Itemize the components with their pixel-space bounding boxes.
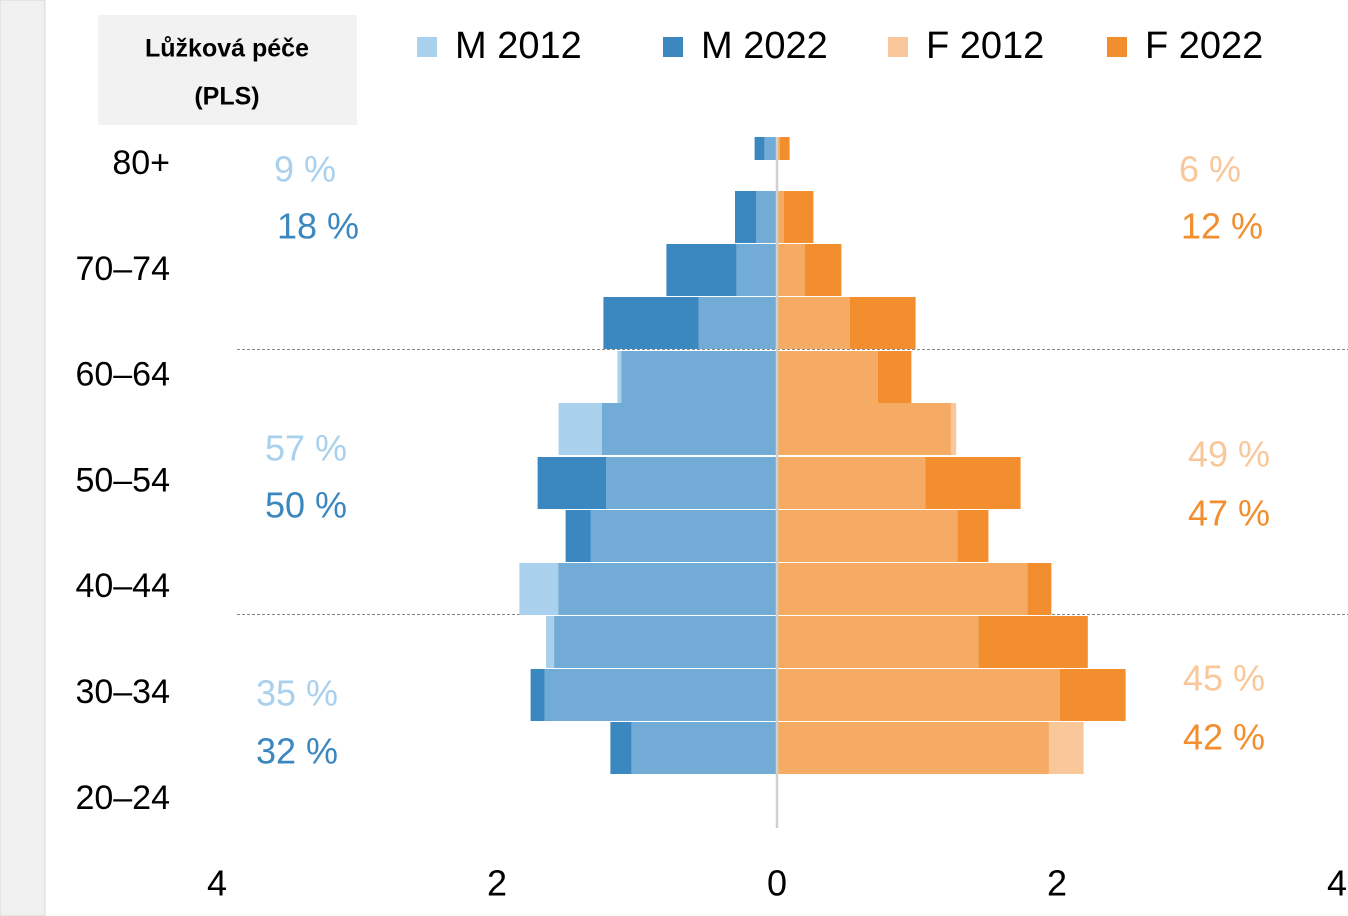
x-tick-label: 4 [207, 863, 227, 904]
bar-overlap [777, 403, 951, 455]
annotation: 49 % [1188, 434, 1270, 475]
bar-overlap [736, 244, 777, 296]
y-tick-label: 80+ [112, 144, 170, 182]
bar-overlap [558, 563, 777, 615]
y-tick-label: 20–24 [75, 779, 170, 817]
bar-overlap [602, 403, 777, 455]
y-tick-label: 30–34 [75, 673, 170, 711]
bar-overlap [777, 616, 979, 668]
legend-swatch [888, 37, 908, 57]
bar-overlap [777, 722, 1049, 774]
bar-overlap [554, 616, 777, 668]
annotation: 18 % [277, 206, 359, 247]
annotation: 9 % [274, 149, 336, 190]
annotation: 57 % [265, 428, 347, 469]
x-tick-label: 4 [1327, 863, 1347, 904]
y-tick-label: 70–74 [75, 250, 170, 288]
x-tick-label: 0 [767, 863, 787, 904]
legend-label: M 2012 [455, 25, 582, 67]
bar-overlap [777, 510, 958, 562]
bar-overlap [631, 722, 777, 774]
bar-overlap [698, 297, 777, 349]
bar-overlap [606, 457, 777, 509]
bar-overlap [777, 351, 878, 403]
chart-title: Lůžková péče [145, 35, 309, 63]
bar-overlap [764, 137, 777, 160]
bar-overlap [621, 351, 777, 403]
annotation: 35 % [256, 673, 338, 714]
bar-overlap [777, 137, 780, 160]
y-tick-label: 50–54 [75, 461, 170, 499]
annotation: 42 % [1183, 717, 1265, 758]
chart-title: (PLS) [194, 83, 259, 111]
legend-swatch [663, 37, 683, 57]
y-tick-label: 40–44 [75, 567, 170, 605]
bar-overlap [544, 669, 777, 721]
bar-overlap [756, 191, 777, 243]
legend-label: F 2012 [926, 25, 1044, 67]
bar-overlap [777, 191, 784, 243]
annotation: 45 % [1183, 658, 1265, 699]
annotation: 32 % [256, 731, 338, 772]
x-tick-label: 2 [487, 863, 507, 904]
bar-overlap [777, 563, 1028, 615]
annotation: 50 % [265, 485, 347, 526]
legend-swatch [417, 37, 437, 57]
y-tick-label: 60–64 [75, 356, 170, 394]
bar-overlap [590, 510, 777, 562]
bar-overlap [777, 297, 850, 349]
title-box [98, 15, 357, 125]
x-tick-label: 2 [1047, 863, 1067, 904]
annotation: 47 % [1188, 493, 1270, 534]
legend-label: M 2022 [701, 25, 828, 67]
bar-overlap [777, 244, 805, 296]
legend-label: F 2022 [1145, 25, 1263, 67]
annotation: 12 % [1181, 206, 1263, 247]
legend-swatch [1107, 37, 1127, 57]
side-panel [0, 0, 46, 916]
bar-overlap [777, 669, 1060, 721]
bar-overlap [777, 457, 926, 509]
annotation: 6 % [1179, 149, 1241, 190]
bar [777, 137, 790, 160]
